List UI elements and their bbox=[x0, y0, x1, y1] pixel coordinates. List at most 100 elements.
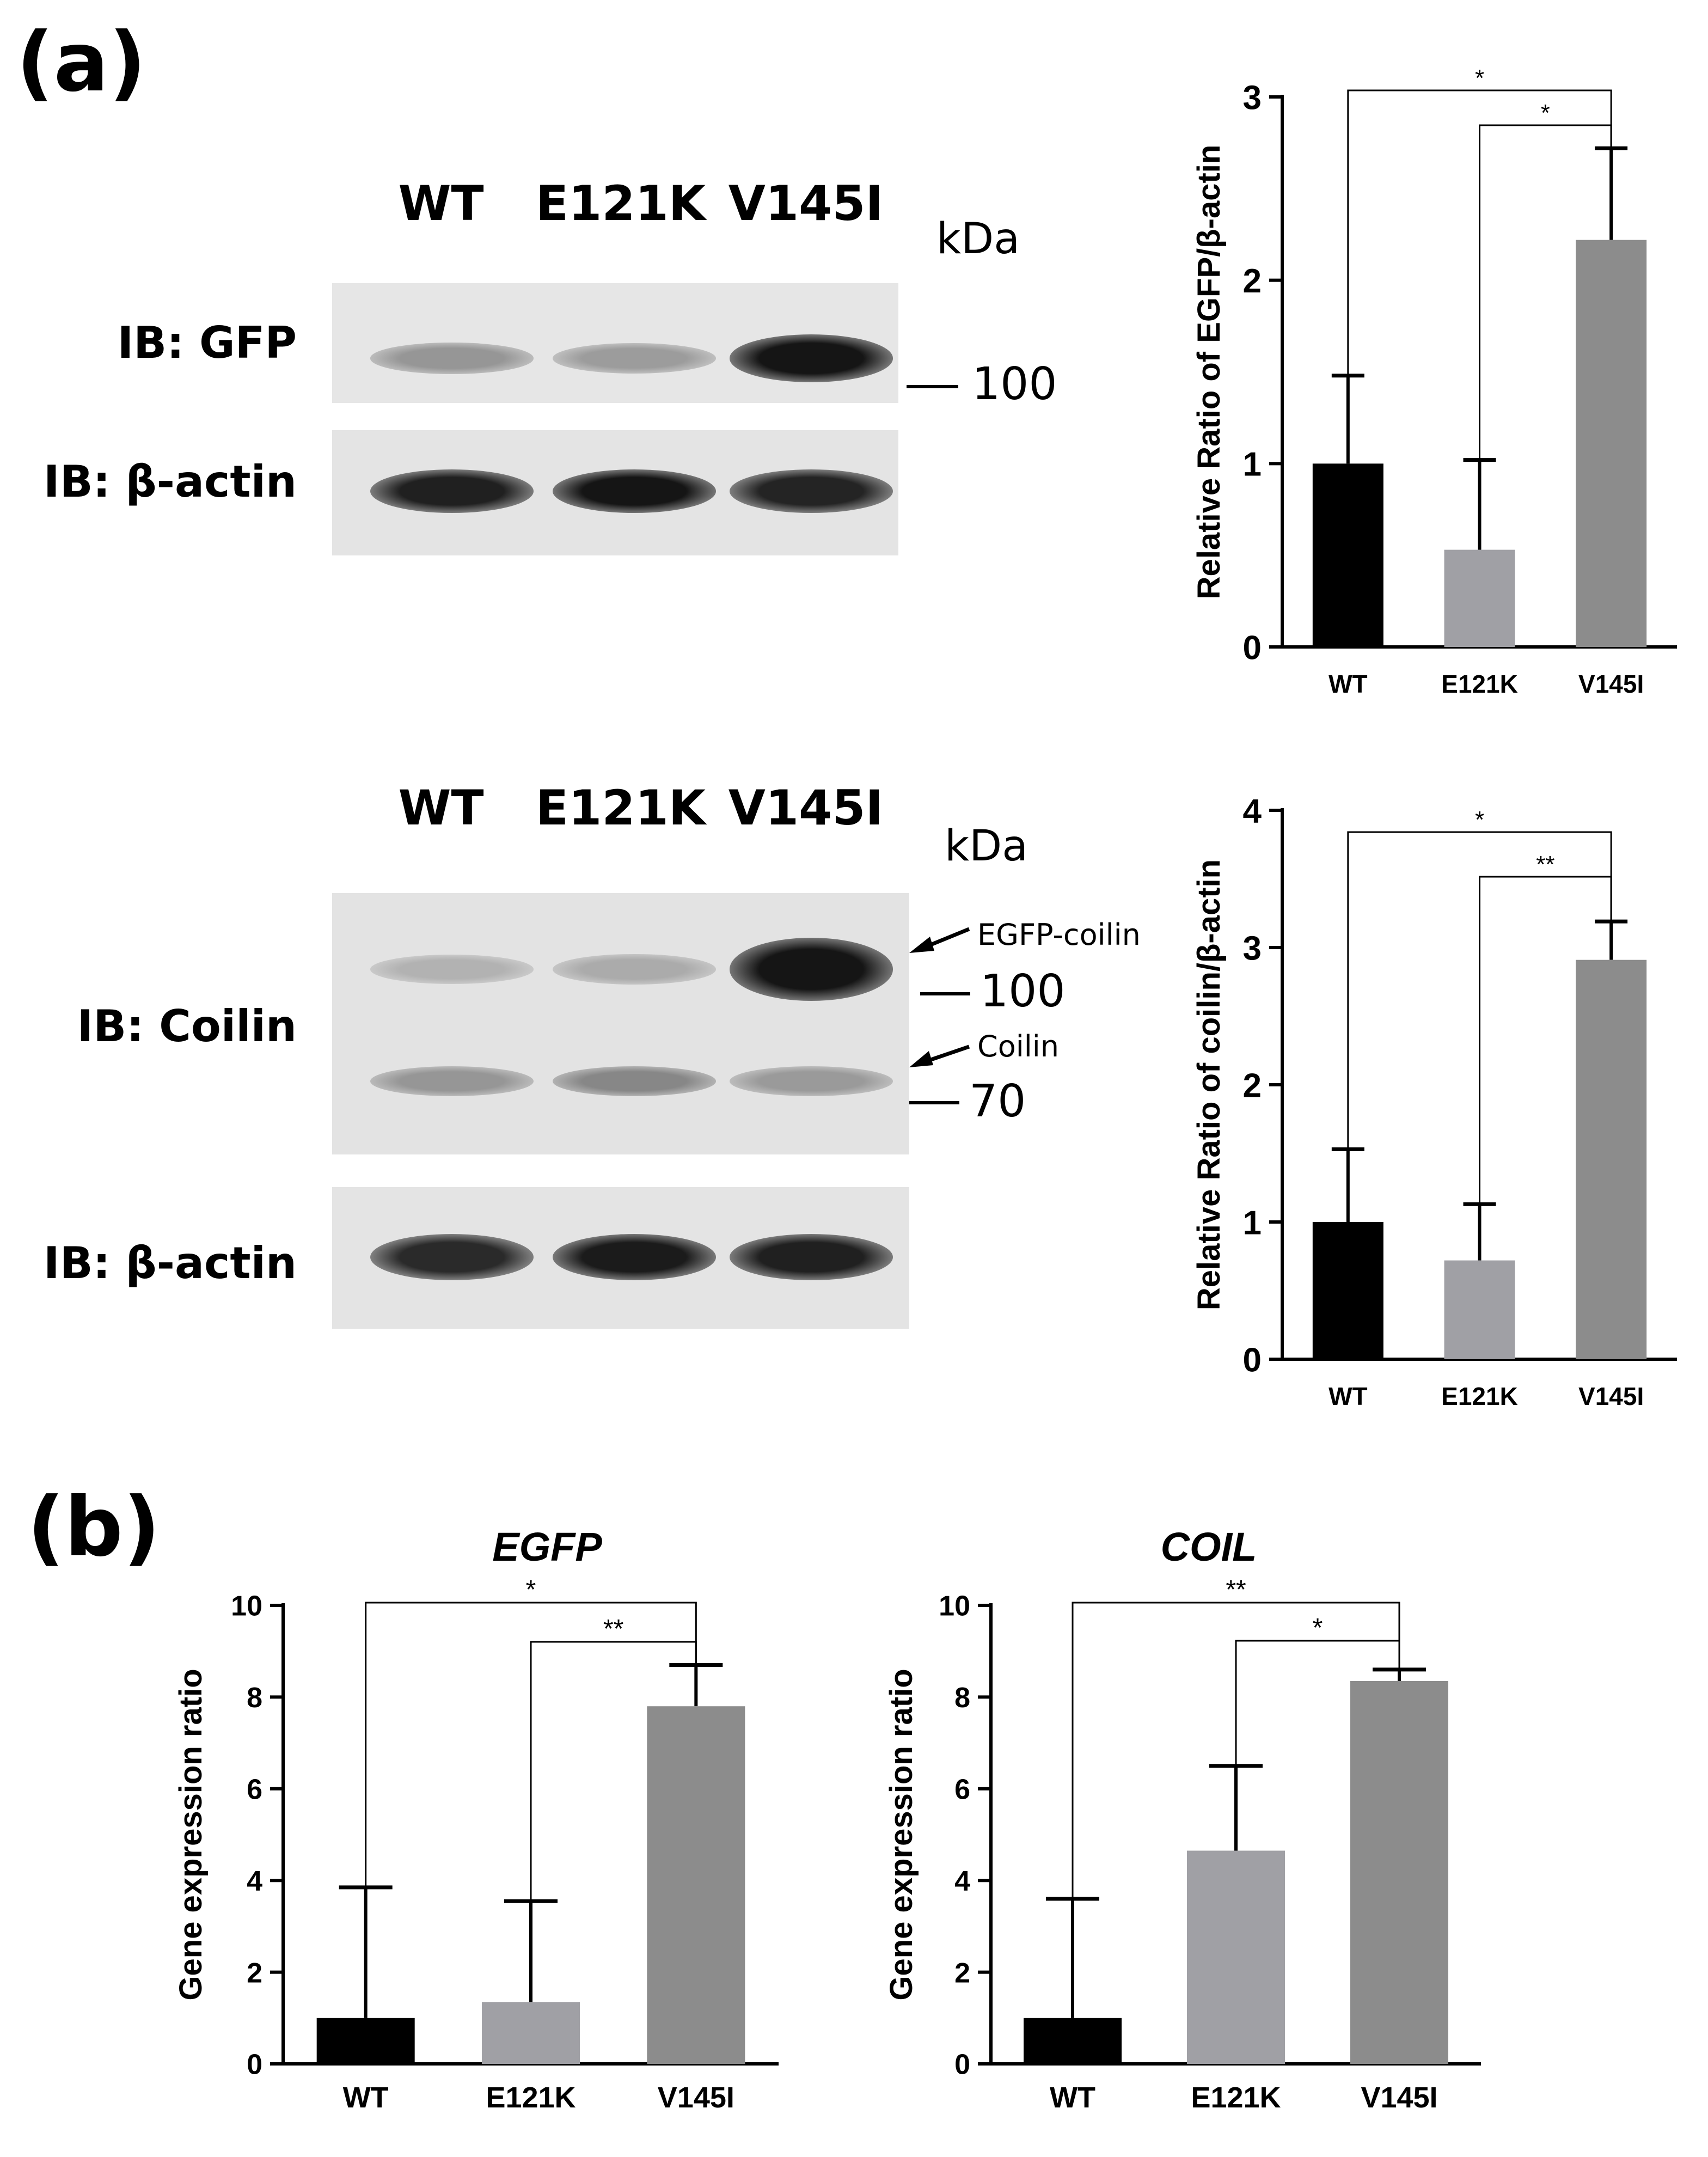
bar bbox=[1576, 960, 1647, 1359]
x-tick-label: V145I bbox=[1578, 1382, 1644, 1410]
significance-star: ** bbox=[1226, 1575, 1246, 1604]
y-tick-label: 10 bbox=[939, 1591, 970, 1622]
ib-actin-label: IB: β-actin bbox=[43, 1238, 297, 1288]
x-tick-label: WT bbox=[1050, 2081, 1095, 2114]
actin-band bbox=[553, 469, 716, 513]
y-tick-label: 0 bbox=[1243, 1341, 1262, 1379]
significance-bracket bbox=[1479, 124, 1612, 460]
bar bbox=[1350, 1681, 1448, 2064]
bar-chart-egfp-expression: EGFP 0 2 4 6 8 10 Gene expression ratio WT E121K V… bbox=[174, 1524, 779, 2114]
bar bbox=[1312, 1222, 1383, 1359]
ib-coilin-label: IB: Coilin bbox=[77, 1001, 297, 1052]
y-axis-label: Gene expression ratio bbox=[887, 1669, 919, 2000]
gfp-band bbox=[730, 334, 893, 382]
x-tick-label: E121K bbox=[1191, 2081, 1281, 2114]
significance-bracket bbox=[1347, 89, 1612, 376]
y-tick-label: 4 bbox=[247, 1866, 262, 1897]
x-tick-label: WT bbox=[1329, 1382, 1368, 1410]
y-axis-label: Relative Ratio of EGFP/β-actin bbox=[1191, 145, 1227, 600]
ib-gfp-label: IB: GFP bbox=[117, 317, 297, 368]
chart-title: COIL bbox=[1161, 1524, 1257, 1569]
x-tick-label: E121K bbox=[1441, 1382, 1518, 1410]
x-tick-label: V145I bbox=[1578, 670, 1644, 698]
significance-star: ** bbox=[603, 1615, 623, 1643]
significance-star: * bbox=[1475, 806, 1484, 833]
x-tick-label: V145I bbox=[1361, 2081, 1437, 2114]
y-tick-label: 0 bbox=[247, 2049, 262, 2081]
egfp-coilin-label: EGFP-coilin bbox=[977, 918, 1141, 952]
arrow-egfp-coilin-icon bbox=[909, 927, 970, 953]
significance-star: * bbox=[526, 1575, 536, 1604]
bar bbox=[1187, 1850, 1285, 2064]
marker-label-100: 100 bbox=[980, 966, 1066, 1017]
y-tick-label: 2 bbox=[247, 1957, 262, 1989]
bar bbox=[1444, 549, 1515, 647]
marker-tick-100 bbox=[907, 385, 958, 388]
significance-bracket bbox=[1479, 876, 1612, 1205]
bar-chart-coil-expression: COIL 0 2 4 6 8 10 Gene expression ratio WT E121K V… bbox=[887, 1524, 1481, 2114]
y-tick-label: 8 bbox=[954, 1682, 970, 1714]
x-tick-label: V145I bbox=[658, 2081, 734, 2114]
egfp-coilin-band bbox=[553, 954, 716, 985]
y-tick-label: 4 bbox=[954, 1866, 970, 1897]
bar bbox=[1576, 240, 1647, 647]
lane-label-wt: WT bbox=[398, 175, 484, 231]
significance-bracket bbox=[365, 1602, 697, 1887]
egfp-coilin-band bbox=[730, 938, 893, 1001]
bar bbox=[647, 1706, 745, 2064]
chart-title: EGFP bbox=[492, 1524, 602, 1569]
y-tick-label: 3 bbox=[1243, 930, 1262, 967]
kda-label: kDa bbox=[945, 822, 1029, 871]
y-tick-label: 2 bbox=[1243, 1067, 1262, 1104]
arrow-icons bbox=[909, 927, 970, 1067]
bar bbox=[1444, 1260, 1515, 1359]
significance-bracket bbox=[1072, 1602, 1400, 1899]
significance-bracket bbox=[530, 1641, 697, 1902]
actin-band bbox=[370, 469, 534, 513]
x-tick-label: WT bbox=[343, 2081, 389, 2114]
lane-label-v145i: V145I bbox=[728, 175, 884, 231]
bar-chart-coilin-actin: 0 1 2 3 4 Relative Ratio of coilin/β-actin WT E… bbox=[1191, 792, 1677, 1410]
lane-label-wt: WT bbox=[398, 780, 484, 836]
y-tick-label: 2 bbox=[954, 1957, 970, 1989]
x-tick-label: E121K bbox=[1441, 670, 1518, 698]
y-tick-label: 10 bbox=[231, 1591, 262, 1622]
significance-star: * bbox=[1313, 1614, 1323, 1642]
y-axis-label: Relative Ratio of coilin/β-actin bbox=[1191, 859, 1227, 1310]
marker-label-70: 70 bbox=[969, 1076, 1026, 1127]
coilin-label: Coilin bbox=[977, 1029, 1059, 1064]
coilin-band bbox=[553, 1066, 716, 1096]
blot-actin-strip bbox=[332, 1187, 909, 1329]
blot-gfp-strip bbox=[332, 283, 898, 403]
bar bbox=[482, 2002, 580, 2064]
panel-label-b: (b) bbox=[27, 1480, 161, 1575]
bar bbox=[1312, 463, 1383, 647]
arrow-coilin-icon bbox=[909, 1044, 970, 1067]
significance-star: ** bbox=[1536, 851, 1554, 878]
y-tick-label: 0 bbox=[1243, 629, 1262, 667]
coilin-band bbox=[730, 1066, 893, 1096]
bar bbox=[316, 2018, 415, 2064]
bar-chart-egfp-actin: 0 1 2 3 Relative Ratio of EGFP/β-actin WT E121… bbox=[1191, 65, 1677, 698]
y-tick-label: 6 bbox=[247, 1774, 262, 1806]
significance-bracket bbox=[1235, 1640, 1400, 1766]
actin-band bbox=[370, 1233, 534, 1280]
lane-label-e121k: E121K bbox=[536, 175, 706, 231]
blot-actin-strip bbox=[332, 430, 898, 555]
coilin-band bbox=[370, 1066, 534, 1096]
y-axis-label: Gene expression ratio bbox=[174, 1669, 209, 2000]
y-tick-label: 6 bbox=[954, 1774, 970, 1806]
marker-label-100: 100 bbox=[972, 358, 1057, 410]
y-tick-label: 3 bbox=[1243, 79, 1262, 117]
x-tick-label: WT bbox=[1329, 670, 1368, 698]
gfp-band bbox=[370, 343, 534, 374]
bar bbox=[1024, 2018, 1122, 2064]
lane-label-e121k: E121K bbox=[536, 780, 706, 836]
marker-tick-70 bbox=[909, 1101, 959, 1104]
gfp-band bbox=[553, 343, 716, 374]
actin-band bbox=[730, 1233, 893, 1280]
significance-star: * bbox=[1475, 65, 1484, 91]
x-tick-label: E121K bbox=[486, 2081, 576, 2114]
y-tick-label: 1 bbox=[1243, 446, 1262, 484]
panel-label-a: (a) bbox=[16, 15, 146, 110]
